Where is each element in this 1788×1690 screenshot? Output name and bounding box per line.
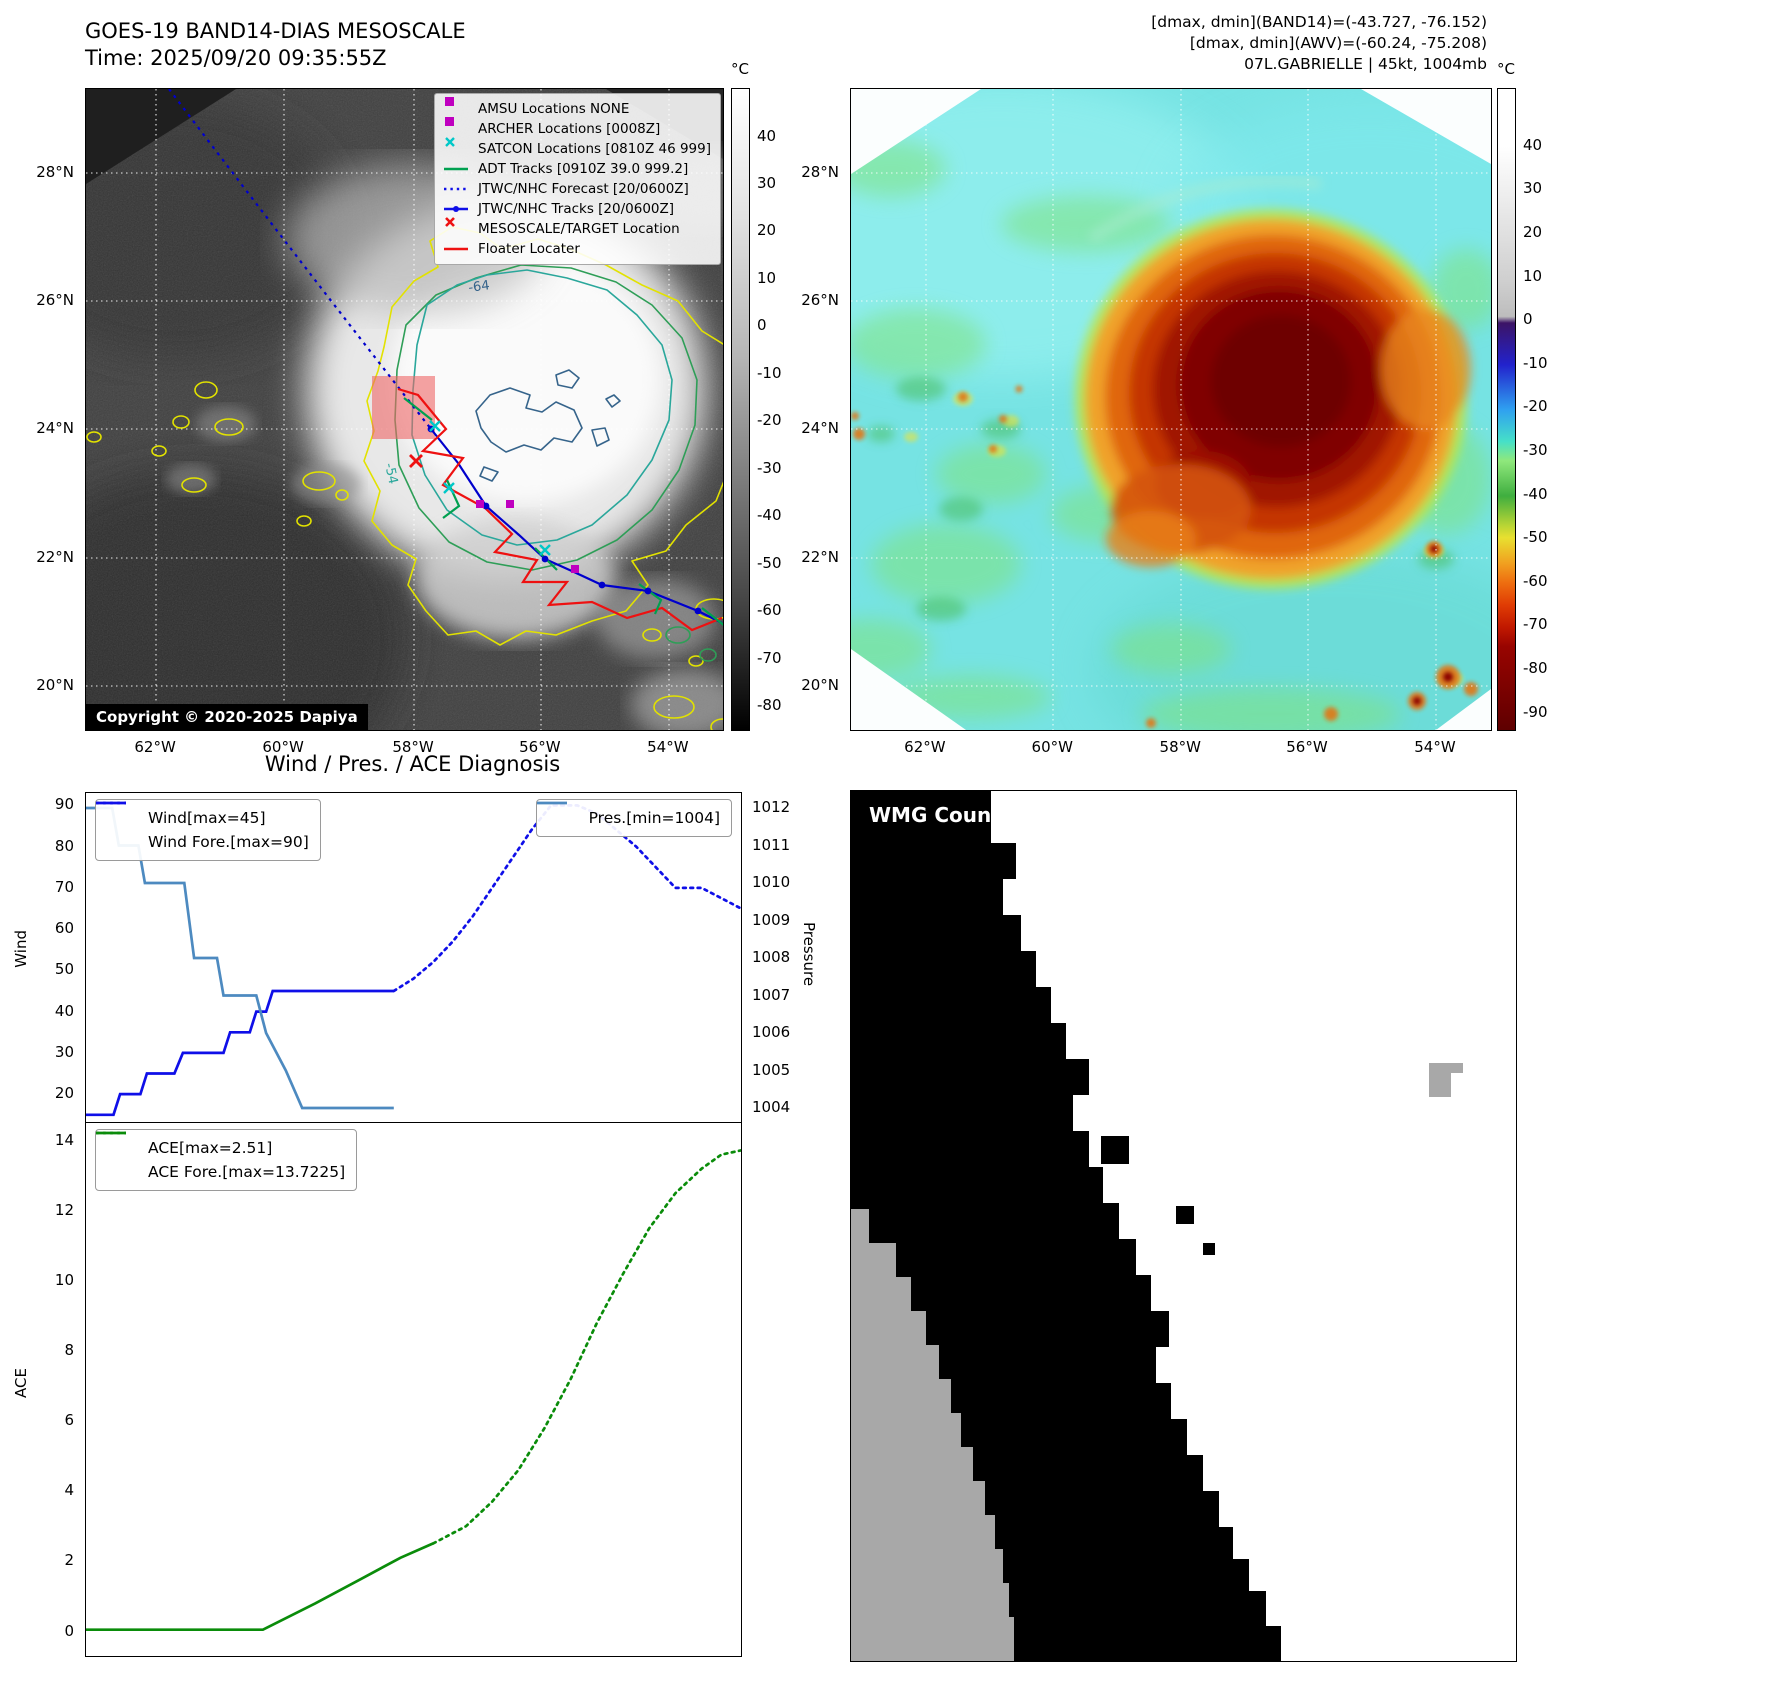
legend-item-target: MESOSCALE/TARGET Location bbox=[444, 216, 711, 242]
jtwc-track-points bbox=[427, 425, 702, 615]
tl-colorbar bbox=[731, 88, 750, 731]
awv-imagery bbox=[851, 89, 1491, 730]
diagnosis-chart-title: Wind / Pres. / ACE Diagnosis bbox=[264, 752, 561, 776]
tr-storm-id: 07L.GABRIELLE | 45kt, 1004mb bbox=[1244, 55, 1487, 73]
legend-item-archer: ARCHER Locations [0008Z] bbox=[444, 116, 711, 142]
pressure-axis-label: Pressure bbox=[800, 922, 818, 987]
red-line-icon bbox=[444, 246, 470, 253]
legend-item-satcon: SATCON Locations [0810Z 46 999] bbox=[444, 136, 711, 162]
track-markers bbox=[409, 420, 702, 615]
tl-lon-labels: 62°W 60°W 58°W 56°W 54°W bbox=[134, 738, 689, 756]
tr-lon-labels: 62°W 60°W 58°W 56°W 54°W bbox=[904, 738, 1456, 756]
map-legend: AMSU Locations NONE ARCHER Locations [00… bbox=[434, 93, 721, 265]
wind-legend: Wind[max=45] Wind Fore.[max=90] bbox=[95, 799, 321, 861]
magenta-square-icon bbox=[444, 96, 470, 122]
tr-colorbar-ticks: 40 30 20 10 0 -10 -20 -30 -40 -50 -60 -70 -80 -90 bbox=[1523, 135, 1548, 721]
tl-time: Time: 2025/09/20 09:35:55Z bbox=[85, 46, 387, 70]
pressure-legend: Pres.[min=1004] bbox=[535, 799, 732, 837]
legend-item-amsu: AMSU Locations NONE bbox=[444, 96, 711, 122]
wmg-mask-panel: WMG Count: 0 bbox=[850, 790, 1517, 1662]
cold-speckles bbox=[1101, 1136, 1215, 1255]
island-gray bbox=[1429, 1063, 1463, 1097]
archer-location-markers bbox=[476, 500, 579, 573]
wmg-count-label: WMG Count: 0 bbox=[869, 803, 1030, 827]
storm-cold-cloud-tops bbox=[1075, 209, 1471, 589]
blue-dotted-line-icon bbox=[444, 186, 470, 193]
legend-item-floater: Floater Locater bbox=[444, 239, 711, 259]
wind-axis-label: Wind bbox=[12, 930, 30, 968]
legend-item-forecast: JTWC/NHC Forecast [20/0600Z] bbox=[444, 179, 711, 199]
warm-region-white bbox=[991, 791, 1516, 1661]
storm-tracks bbox=[168, 89, 723, 632]
color-ir-image bbox=[851, 89, 1491, 730]
tr-colorbar-unit: °C bbox=[1497, 60, 1515, 78]
band14-satellite-map: -64 -54 bbox=[85, 88, 724, 731]
ace-legend: ACE[max=2.51] ACE Fore.[max=13.7225] bbox=[95, 1129, 358, 1191]
wmg-mask-image bbox=[851, 791, 1516, 1661]
red-x-icon bbox=[444, 216, 470, 242]
tr-colorbar bbox=[1497, 88, 1516, 731]
mesoscale-target-box bbox=[372, 376, 435, 439]
legend-item-pressure: Pres.[min=1004] bbox=[536, 801, 720, 827]
legend-item-tracks: JTWC/NHC Tracks [20/0600Z] bbox=[444, 199, 711, 219]
ace-axis-label: ACE bbox=[12, 1368, 30, 1398]
tl-colorbar-unit: °C bbox=[731, 60, 749, 78]
pressure-yticks: 1004 1005 1006 1007 1008 1009 1010 1011 1012 bbox=[752, 798, 791, 1116]
land-region-gray bbox=[851, 1209, 1014, 1661]
legend-item-adt: ADT Tracks [0910Z 39.0 999.2] bbox=[444, 159, 711, 179]
legend-item-ace-forecast: ACE Fore.[max=13.7225] bbox=[96, 1131, 346, 1181]
ace-plot: ACE[max=2.51] ACE Fore.[max=13.7225] bbox=[85, 1122, 742, 1657]
legend-item-wind-forecast: Wind Fore.[max=90] bbox=[96, 801, 309, 851]
tl-colorbar-ticks: 40 30 20 10 0 -10 -20 -30 -40 -50 -60 -70 -80 bbox=[757, 126, 782, 715]
mesoscale-target-x bbox=[409, 454, 423, 468]
jtwc-forecast-track bbox=[168, 89, 432, 430]
contour-label-54: -54 bbox=[381, 462, 400, 486]
magenta-square-icon bbox=[444, 116, 470, 142]
tl-lat-labels: 28°N 26°N 24°N 22°N 20°N bbox=[36, 162, 74, 694]
tr-lat-labels: 28°N 26°N 24°N 22°N 20°N bbox=[801, 162, 839, 694]
wind-yticks: 20 30 40 50 60 70 80 90 bbox=[54, 795, 74, 1103]
tr-info-block: [dmax, dmin](BAND14)=(-43.727, -76.152) … bbox=[850, 12, 1487, 75]
cyan-x-icon bbox=[444, 136, 470, 162]
contour-label-64: -64 bbox=[467, 278, 490, 296]
latlon-grid bbox=[851, 89, 1491, 730]
color-ir-map bbox=[850, 88, 1492, 731]
ace-yticks: 0 2 4 6 8 10 12 14 bbox=[54, 1130, 74, 1640]
wind-pressure-plot: Wind[max=45] Wind Fore.[max=90] Pres.[mi… bbox=[85, 792, 742, 1124]
tr-dmax-band14: [dmax, dmin](BAND14)=(-43.727, -76.152) bbox=[1151, 13, 1487, 31]
green-moisture-patches bbox=[851, 141, 1491, 730]
copyright-label: Copyright © 2020-2025 Dapiya bbox=[86, 704, 368, 730]
ace-lines bbox=[86, 1149, 741, 1632]
satcon-location-markers bbox=[429, 420, 551, 556]
green-line-icon bbox=[444, 166, 470, 173]
jtwc-track-line bbox=[430, 428, 723, 624]
tl-title-block: GOES-19 BAND14-DIAS MESOSCALE Time: 2025… bbox=[85, 18, 466, 72]
tr-dmax-awv: [dmax, dmin](AWV)=(-60.24, -75.208) bbox=[1189, 34, 1487, 52]
floater-locater-line bbox=[397, 387, 723, 632]
tl-title: GOES-19 BAND14-DIAS MESOSCALE bbox=[85, 19, 466, 43]
blue-line-dot-icon bbox=[444, 205, 470, 214]
